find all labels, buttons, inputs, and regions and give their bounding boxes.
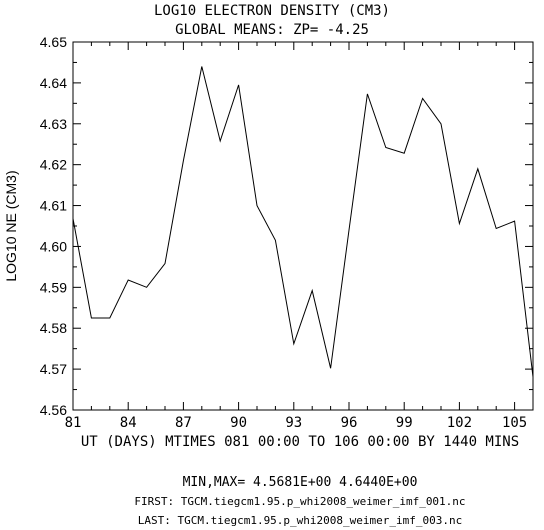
last-file-text: LAST: TGCM.tiegcm1.95.p_whi2008_weimer_i… [138,514,463,527]
y-tick-label: 4.58 [40,320,67,336]
y-axis-label: LOG10 NE (CM3) [3,170,19,281]
y-axis-ticks: 4.56 4.57 4.58 4.59 4.60 4.61 4.62 4.63 4.64 4.65 [40,34,533,418]
y-tick-label: 4.63 [40,116,67,132]
x-tick-label: 90 [230,415,247,431]
first-file-text: FIRST: TGCM.tiegcm1.95.p_whi2008_weimer_… [134,495,465,508]
y-tick-label: 4.61 [40,198,67,214]
x-tick-label: 105 [502,415,527,431]
y-tick-label: 4.62 [40,157,67,173]
chart-subtitle: GLOBAL MEANS: ZP= -4.25 [175,22,369,38]
x-tick-label: 81 [65,415,82,431]
x-tick-label: 84 [120,415,137,431]
minmax-text: MIN,MAX= 4.5681E+00 4.6440E+00 [183,475,418,490]
y-tick-label: 4.64 [40,75,67,91]
y-tick-label: 4.57 [40,361,67,377]
series-line [72,66,534,377]
x-tick-label: 87 [175,415,192,431]
plot-frame [72,41,534,411]
series-group [72,66,534,377]
x-axis-ticks: 81 84 87 90 93 96 99 102 105 [65,42,534,431]
y-tick-label: 4.56 [40,402,67,418]
x-axis-label: UT (DAYS) MTIMES 081 00:00 TO 106 00:00 … [81,434,519,450]
chart-title: LOG10 ELECTRON DENSITY (CM3) [154,3,390,19]
y-tick-label: 4.59 [40,279,67,295]
y-tick-label: 4.60 [40,238,67,254]
x-tick-label: 99 [396,415,413,431]
x-tick-label: 102 [447,415,472,431]
x-tick-label: 96 [341,415,358,431]
y-tick-label: 4.65 [40,34,67,50]
x-tick-label: 93 [285,415,302,431]
